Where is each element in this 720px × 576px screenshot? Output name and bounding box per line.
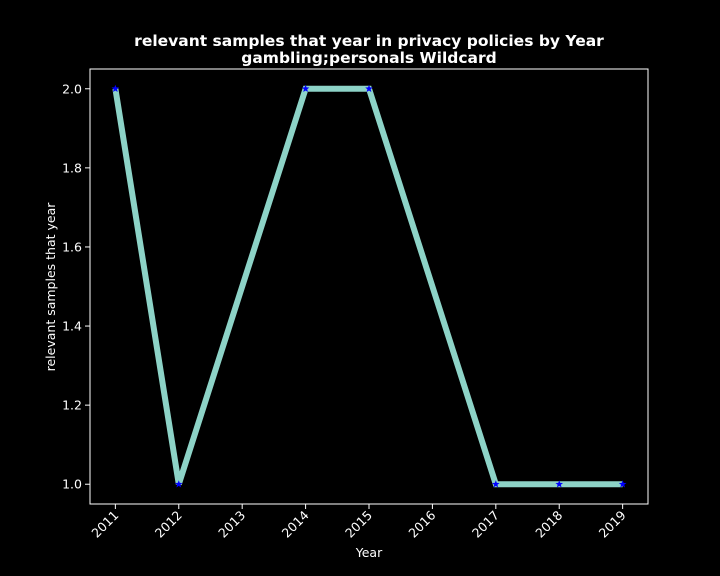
y-tick-label: 1.4 (62, 319, 82, 334)
y-tick-label: 1.6 (62, 239, 82, 254)
data-point-marker (555, 480, 564, 488)
x-axis-label: Year (355, 545, 383, 560)
y-tick-label: 1.0 (62, 477, 82, 492)
y-tick-label: 1.8 (62, 160, 82, 175)
series-group (111, 84, 627, 488)
data-point-marker (618, 480, 627, 488)
y-axis-label: relevant samples that year (43, 202, 58, 372)
y-tick-label: 2.0 (62, 81, 82, 96)
data-point-marker (365, 84, 373, 93)
x-axis-ticks: 2011 2012 2013 2014 2015 2016 2017 2018 2019 (88, 504, 629, 541)
chart-title-line1: relevant samples that year in privacy po… (134, 32, 604, 50)
chart-title-line2: gambling;personals Wildcard (241, 49, 497, 67)
data-point-marker (301, 84, 310, 93)
y-axis-ticks: 1.0 1.2 1.4 1.6 1.8 2.0 (62, 81, 90, 492)
data-point-marker (492, 480, 500, 488)
y-tick-label: 1.2 (62, 398, 82, 413)
data-point-marker (174, 480, 183, 488)
data-point-marker (111, 84, 120, 93)
